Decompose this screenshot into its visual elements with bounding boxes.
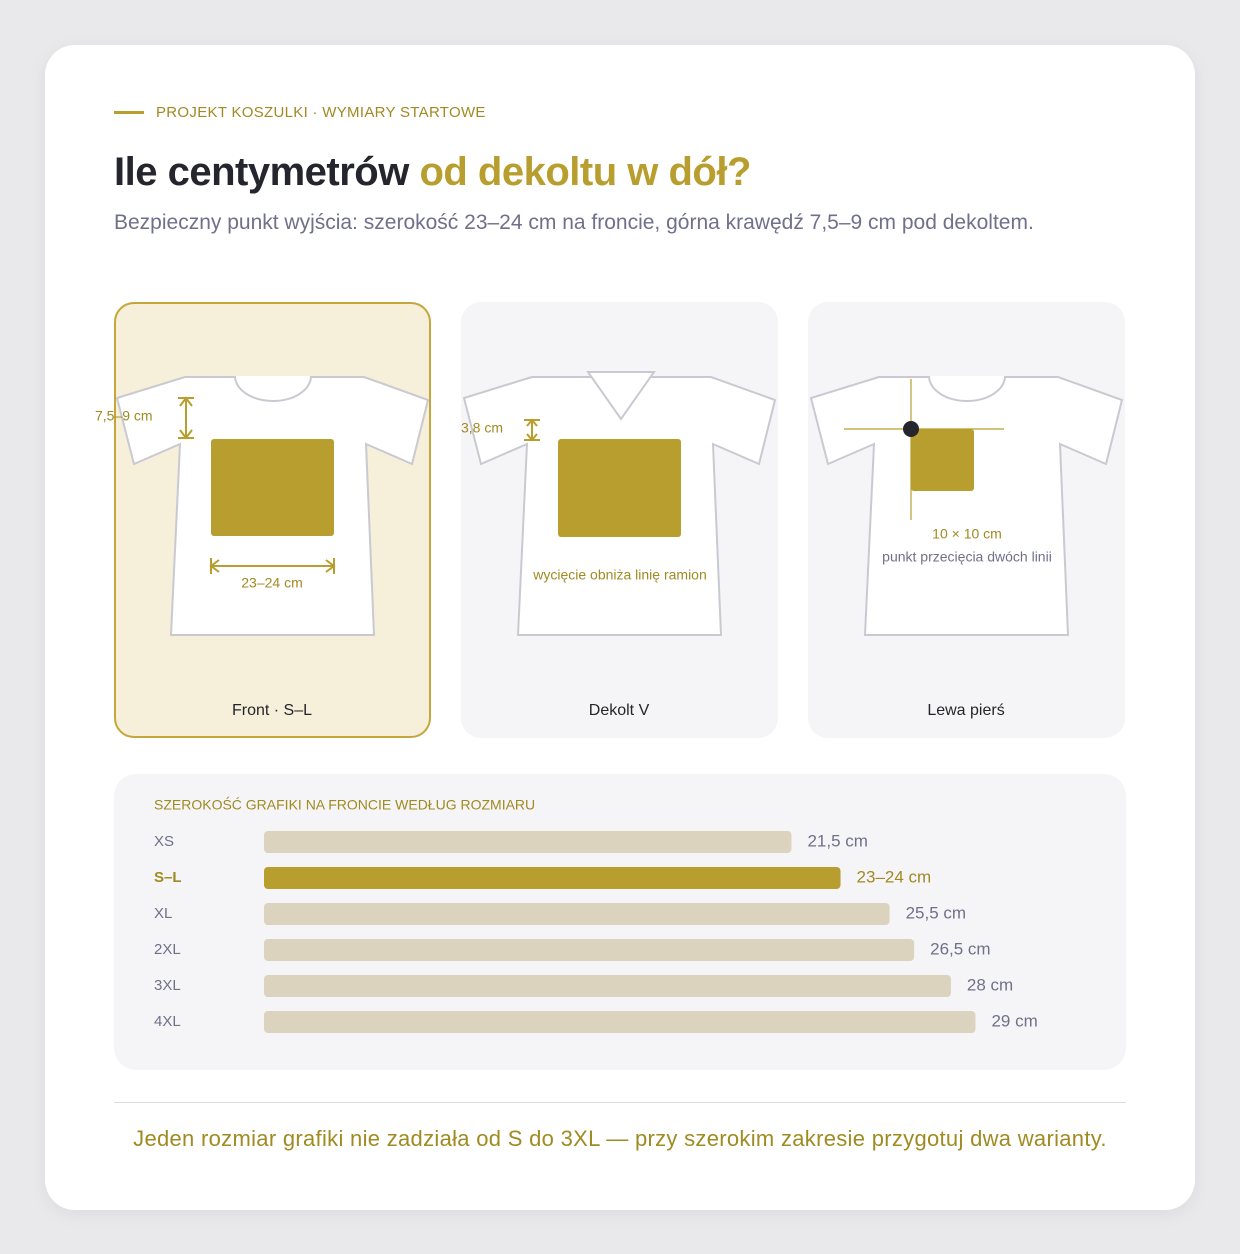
eyebrow-text: PROJEKT KOSZULKI · WYMIARY STARTOWE: [156, 104, 486, 121]
dimension-arrow: [209, 558, 336, 574]
card-illustration: 10 × 10 cm punkt przecięcia dwóch linii …: [809, 375, 1124, 719]
bar: [264, 1011, 976, 1033]
value-label: 29 cm: [991, 1011, 1037, 1030]
shirt: [809, 376, 1124, 636]
dimension-arrow: [178, 396, 194, 440]
value-label: 25,5 cm: [906, 903, 966, 922]
title: Ile centymetrów od dekoltu w dół?: [114, 150, 751, 195]
subtitle: Bezpieczny punkt wyjścia: szerokość 23–2…: [114, 211, 1034, 234]
eyebrow: PROJEKT KOSZULKI · WYMIARY STARTOWE: [114, 104, 486, 121]
card-illustration: 7,5–9 cm 23–24 cm Front · S–L: [95, 375, 430, 719]
bar: [264, 903, 890, 925]
size-label: 10 × 10 cm: [932, 526, 1002, 542]
category-label: 4XL: [154, 1013, 181, 1030]
bar: [264, 867, 841, 889]
card-illustration: 3,8 cm wycięcie obniża linię ramion Deko…: [461, 371, 777, 719]
divider: [114, 1102, 1126, 1103]
card-caption: Dekolt V: [589, 702, 650, 719]
card-vneck[interactable]: 3,8 cm wycięcie obniża linię ramion Deko…: [461, 302, 778, 738]
value-label: 28 cm: [967, 975, 1013, 994]
v-neck: [586, 371, 656, 421]
print-area: [211, 439, 334, 536]
size-chart-panel: SZEROKOŚĆ GRAFIKI NA FRONCIE WEDŁUG ROZM…: [114, 774, 1126, 1070]
category-label: XL: [154, 905, 172, 922]
print-area: [911, 429, 974, 491]
card-caption: Lewa pierś: [927, 702, 1004, 719]
card-front[interactable]: 7,5–9 cm 23–24 cm Front · S–L: [95, 302, 431, 738]
dimension-label: 3,8 cm: [461, 420, 503, 436]
card-left-chest[interactable]: 10 × 10 cm punkt przecięcia dwóch linii …: [808, 302, 1125, 738]
chart: SZEROKOŚĆ GRAFIKI NA FRONCIE WEDŁUG ROZM…: [154, 796, 1038, 1033]
category-label: XS: [154, 833, 174, 850]
dimension-label: 23–24 cm: [241, 575, 302, 591]
category-label: S–L: [154, 869, 182, 886]
bar: [264, 939, 915, 961]
dimension-arrow: [524, 418, 540, 442]
print-area: [558, 439, 681, 537]
card-page: PROJEKT KOSZULKI · WYMIARY STARTOWE Ile …: [45, 45, 1195, 1210]
title-accent: od dekoltu w dół?: [419, 150, 751, 194]
title-dark: Ile centymetrów: [114, 150, 409, 194]
collar: [928, 375, 1006, 402]
bar: [264, 831, 792, 853]
footer-note: Jeden rozmiar grafiki nie zadziała od S …: [133, 1126, 1107, 1151]
note: punkt przecięcia dwóch linii: [882, 549, 1052, 565]
category-label: 2XL: [154, 941, 181, 958]
value-label: 23–24 cm: [857, 867, 932, 886]
bar: [264, 975, 951, 997]
intersection-dot: [903, 421, 919, 437]
value-label: 21,5 cm: [807, 831, 867, 850]
category-label: 3XL: [154, 977, 181, 994]
note: wycięcie obniża linię ramion: [532, 567, 707, 583]
dimension-label: 7,5–9 cm: [95, 408, 153, 424]
chart-title: SZEROKOŚĆ GRAFIKI NA FRONCIE WEDŁUG ROZM…: [154, 796, 535, 813]
card-caption: Front · S–L: [232, 702, 312, 719]
collar: [234, 375, 312, 402]
value-label: 26,5 cm: [930, 939, 990, 958]
